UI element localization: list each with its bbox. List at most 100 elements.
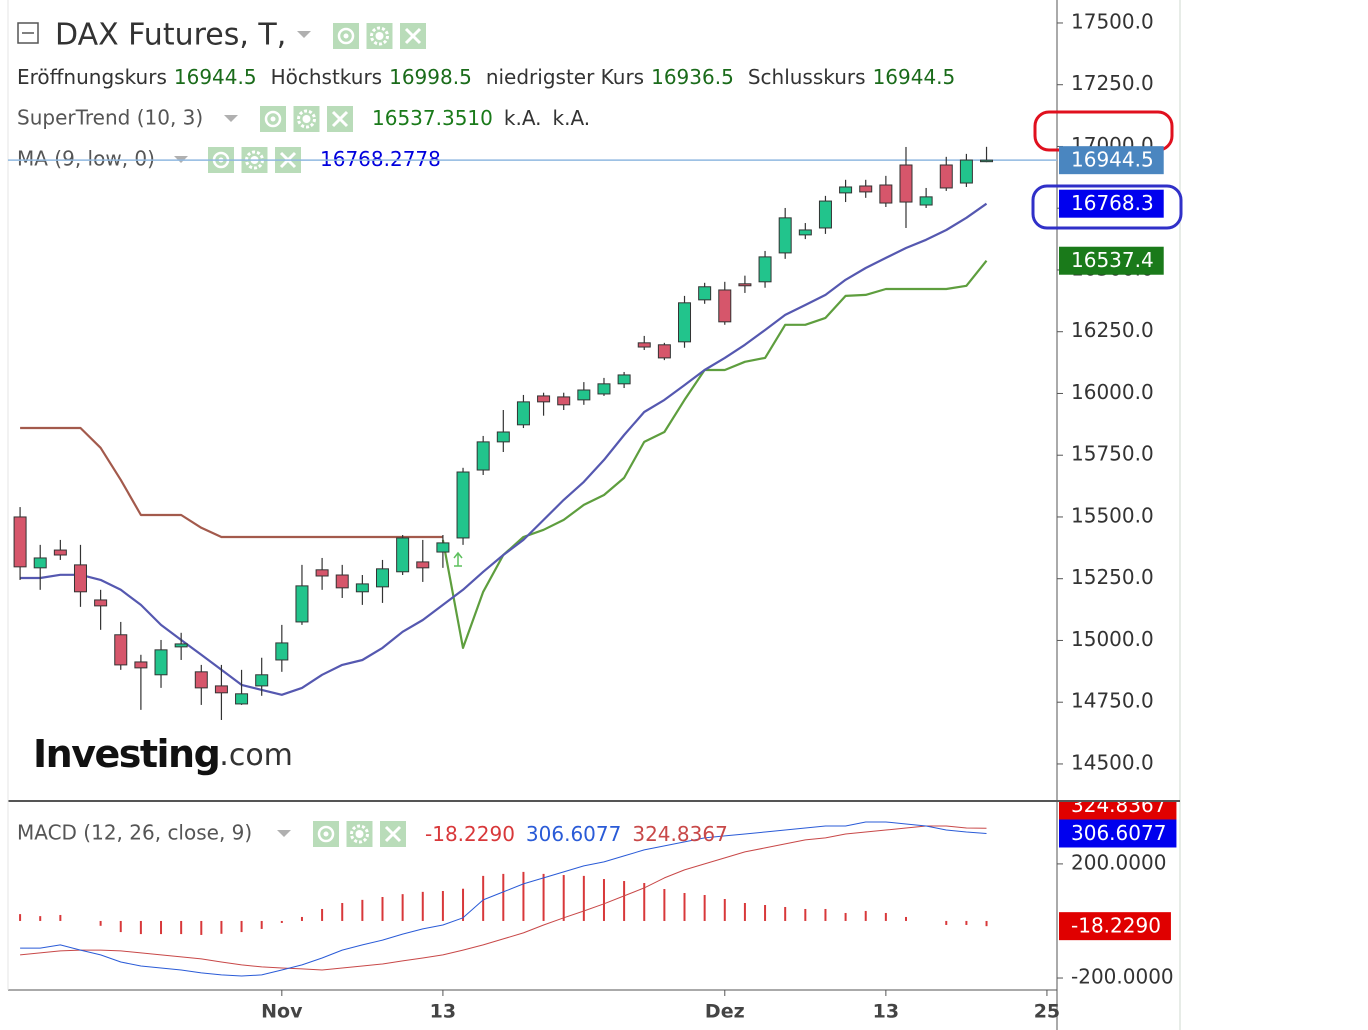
- candle-body: [13, 516, 27, 568]
- settings-button[interactable]: [366, 23, 393, 49]
- dropdown-caret: [297, 31, 311, 38]
- y-tick-label: 14500.0: [1071, 750, 1154, 774]
- y-tick-label: 15250.0: [1071, 565, 1154, 589]
- candle-body: [959, 159, 973, 184]
- legend-value: 306.6077: [526, 822, 621, 846]
- legend-value: 16944.5: [873, 65, 956, 89]
- price-tag: 16537.4: [1059, 246, 1164, 275]
- icon-glyph: [350, 824, 369, 844]
- icon-glyph: [404, 27, 422, 45]
- icon-glyph: [302, 115, 311, 123]
- price-tag-label: 16944.5: [1071, 148, 1154, 172]
- y-tick-label: 17250.0: [1071, 71, 1154, 95]
- candle-body: [698, 286, 712, 301]
- icon-glyph: [323, 831, 329, 837]
- candle-body: [778, 217, 792, 254]
- supertrend-line: [20, 426, 443, 539]
- supertrend-line: [441, 260, 988, 649]
- icon-glyph: [355, 830, 364, 838]
- candle-body: [134, 661, 148, 669]
- legend-label: Schlusskurs: [748, 65, 866, 89]
- x-tick-label: 13: [873, 1001, 899, 1023]
- candle-body: [53, 549, 67, 556]
- candle-body: [798, 229, 812, 236]
- icon-glyph: [331, 110, 349, 128]
- candle-body: [939, 164, 953, 189]
- y-tick-label: 15500.0: [1071, 503, 1154, 527]
- price-tag: 16944.5: [1059, 146, 1164, 175]
- settings-button[interactable]: [293, 106, 320, 132]
- indicator-name: MACD (12, 26, close, 9): [17, 821, 252, 845]
- collapse-button[interactable]: [17, 22, 39, 44]
- candle-body: [33, 557, 47, 569]
- price-tag-label: 16537.4: [1071, 248, 1154, 272]
- x-tick-label: 13: [430, 1001, 456, 1023]
- candle-body: [758, 256, 772, 283]
- watermark-domain: .com: [219, 738, 293, 773]
- price-tag-bg: [1059, 819, 1177, 848]
- highlight-ellipse: [1031, 184, 1183, 230]
- legend-value: 16944.5: [174, 65, 257, 89]
- candle-body: [174, 643, 188, 648]
- icon-glyph: [270, 116, 276, 122]
- y-tick-label: 15000.0: [1071, 627, 1154, 651]
- visibility-button[interactable]: [333, 23, 359, 49]
- macd-plot: [19, 821, 988, 977]
- signal-line: [20, 825, 987, 971]
- price-tag: 306.6077: [1059, 819, 1177, 848]
- x-tick-label: Nov: [261, 1001, 303, 1023]
- legend-value: 16537.3510: [372, 106, 493, 130]
- remove-button[interactable]: [400, 23, 426, 49]
- candle-body: [899, 164, 913, 203]
- x-tick-label: Dez: [705, 1001, 745, 1023]
- candle-body: [255, 674, 269, 687]
- y-tick-label: 17500.0: [1071, 9, 1154, 33]
- macd-tags: 306.6077 324.8367 -18.2290: [1059, 793, 1177, 941]
- price-tag: 324.8367: [1059, 793, 1177, 820]
- candle-body: [295, 585, 309, 623]
- visibility-button[interactable]: [260, 106, 286, 132]
- icon-glyph: [343, 33, 349, 39]
- candle-body: [657, 344, 671, 359]
- candle-body: [194, 671, 208, 689]
- candle-body: [275, 642, 289, 661]
- candle-body: [879, 184, 893, 204]
- candle-body: [577, 389, 591, 401]
- candle-body: [375, 568, 389, 588]
- legend-label: Eröffnungskurs: [17, 65, 167, 89]
- dropdown-caret: [224, 115, 238, 122]
- price-tag-label: 306.6077: [1071, 821, 1166, 845]
- y-tick-label: 200.0000: [1071, 850, 1166, 874]
- candle-body: [214, 685, 228, 694]
- candle-body: [818, 200, 832, 229]
- watermark: Investing.com: [33, 732, 293, 776]
- candle-body: [980, 159, 994, 163]
- price-tag-bg: [1059, 189, 1164, 218]
- legend-value: 16936.5: [651, 65, 734, 89]
- price-tag-label: 324.8367: [1071, 793, 1166, 817]
- price-tag-label: 16768.3: [1071, 191, 1154, 215]
- icon-glyph: [264, 110, 282, 128]
- indicator-values: 16537.3510 k.A. k.A.: [372, 106, 590, 130]
- candle-body: [355, 583, 369, 593]
- watermark-brand: Investing: [33, 732, 219, 776]
- candle-body: [154, 649, 168, 676]
- icon-glyph: [337, 27, 355, 45]
- indicator-name: MA (9, low, 0): [17, 147, 155, 171]
- remove-button[interactable]: [380, 821, 406, 847]
- icon-glyph: [297, 109, 316, 129]
- visibility-button[interactable]: [313, 821, 339, 847]
- candle-body: [335, 574, 349, 589]
- ohlc-legend: Eröffnungskurs 16944.5 Höchstkurs 16998.5 ni…: [17, 65, 955, 89]
- candle-body: [597, 383, 611, 395]
- candle-body: [94, 599, 108, 607]
- settings-button[interactable]: [346, 821, 373, 847]
- price-tag-bg: [1059, 146, 1164, 175]
- candle-body: [516, 401, 530, 426]
- remove-button[interactable]: [327, 106, 353, 132]
- candle-body: [617, 374, 631, 385]
- price-tag-bg: [1059, 802, 1177, 820]
- candle-body: [436, 542, 450, 553]
- price-tag-label: -18.2290: [1071, 914, 1161, 938]
